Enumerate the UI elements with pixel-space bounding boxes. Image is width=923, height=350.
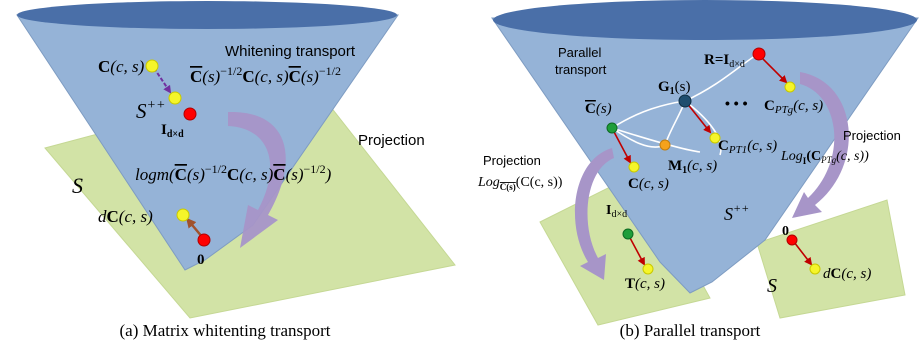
label-transport: transport: [555, 62, 607, 77]
arrow-to-t: [628, 235, 645, 266]
label-s-plane-a: S: [72, 173, 83, 198]
label-c-cs-a: C(c, s): [98, 57, 145, 76]
label-log-left: LogC(s)(C(c, s)): [477, 175, 563, 192]
point-cpt1: [709, 132, 721, 144]
arrow-to-cpt1: [685, 101, 712, 134]
label-spp-a: S++: [136, 98, 165, 123]
label-m1: M1(c, s): [668, 158, 717, 176]
label-r-identity: R=Id×d: [704, 52, 745, 70]
cone-top-b: [493, 0, 917, 40]
label-cpt1: CPT1(c, s): [718, 138, 777, 156]
arrow-to-cptg: [759, 55, 788, 84]
label-dc-b: dC(c, s): [823, 266, 871, 282]
label-cbar: C(s): [585, 101, 612, 117]
label-projection-left: Projection: [483, 153, 541, 168]
label-projection-right: Projection: [843, 128, 901, 143]
label-whitening-formula: C(s)−1/2C(c, s)C(s)−1/2: [190, 64, 341, 86]
label-parallel: Parallel: [558, 45, 601, 60]
point-m1: [659, 139, 671, 151]
label-projection-a: Projection: [358, 132, 425, 149]
point-dc-a: [176, 208, 190, 222]
point-cptg: [784, 81, 796, 93]
point-r-identity: [752, 47, 766, 61]
point-g1: [678, 94, 692, 108]
cone-top-a: [17, 1, 397, 29]
point-identity-a: [183, 107, 197, 121]
projection-curve-arrow-b-right: [792, 72, 849, 218]
label-spp-b: S++: [724, 201, 749, 224]
label-dc-a: dC(c, s): [98, 207, 153, 226]
label-zero-a: 0: [197, 252, 205, 268]
label-zero-b: 0: [782, 224, 789, 239]
point-whitened-a: [168, 91, 182, 105]
whitening-arrow: [153, 67, 172, 94]
label-c-b: C(c, s): [628, 176, 669, 192]
panel-a: C(c, s) Whitening transport C(s)−1/2C(c,…: [16, 1, 456, 340]
point-c-b: [628, 161, 640, 173]
label-g1: G1(s): [658, 79, 691, 97]
panel-b: Parallel transport R=Id×d G1(s) • • • C(…: [477, 0, 919, 340]
label-dots: • • •: [725, 95, 748, 111]
label-logm-a: logm(C(s)−1/2C(c, s)C(s)−1/2): [135, 162, 332, 184]
caption-b: (b) Parallel transport: [620, 321, 761, 340]
label-s-plane-b: S: [767, 275, 777, 297]
point-cbar: [606, 122, 618, 134]
point-id-left: [622, 228, 634, 240]
label-log-right: LogI(CPTg(c, s)): [780, 149, 869, 166]
caption-a: (a) Matrix whitenting transport: [119, 321, 330, 340]
label-whitening-title: Whitening transport: [225, 43, 356, 60]
label-t: T(c, s): [625, 276, 665, 292]
arrow-to-c: [612, 129, 631, 164]
projection-curve-arrow-a: [228, 111, 286, 248]
label-id-left: Id×d: [606, 203, 627, 220]
point-dc-b: [809, 263, 821, 275]
arrow-to-dc-b: [793, 241, 813, 266]
projection-curve-arrow-b-left: [574, 148, 614, 280]
point-zero-b: [786, 234, 798, 246]
tangent-plane-b-right: [756, 199, 906, 319]
label-identity-a: Id×d: [161, 122, 184, 140]
point-zero-a: [197, 233, 211, 247]
point-c-cs-a: [145, 59, 159, 73]
label-cptg: CPTg(c, s): [764, 98, 823, 116]
point-t: [642, 263, 654, 275]
